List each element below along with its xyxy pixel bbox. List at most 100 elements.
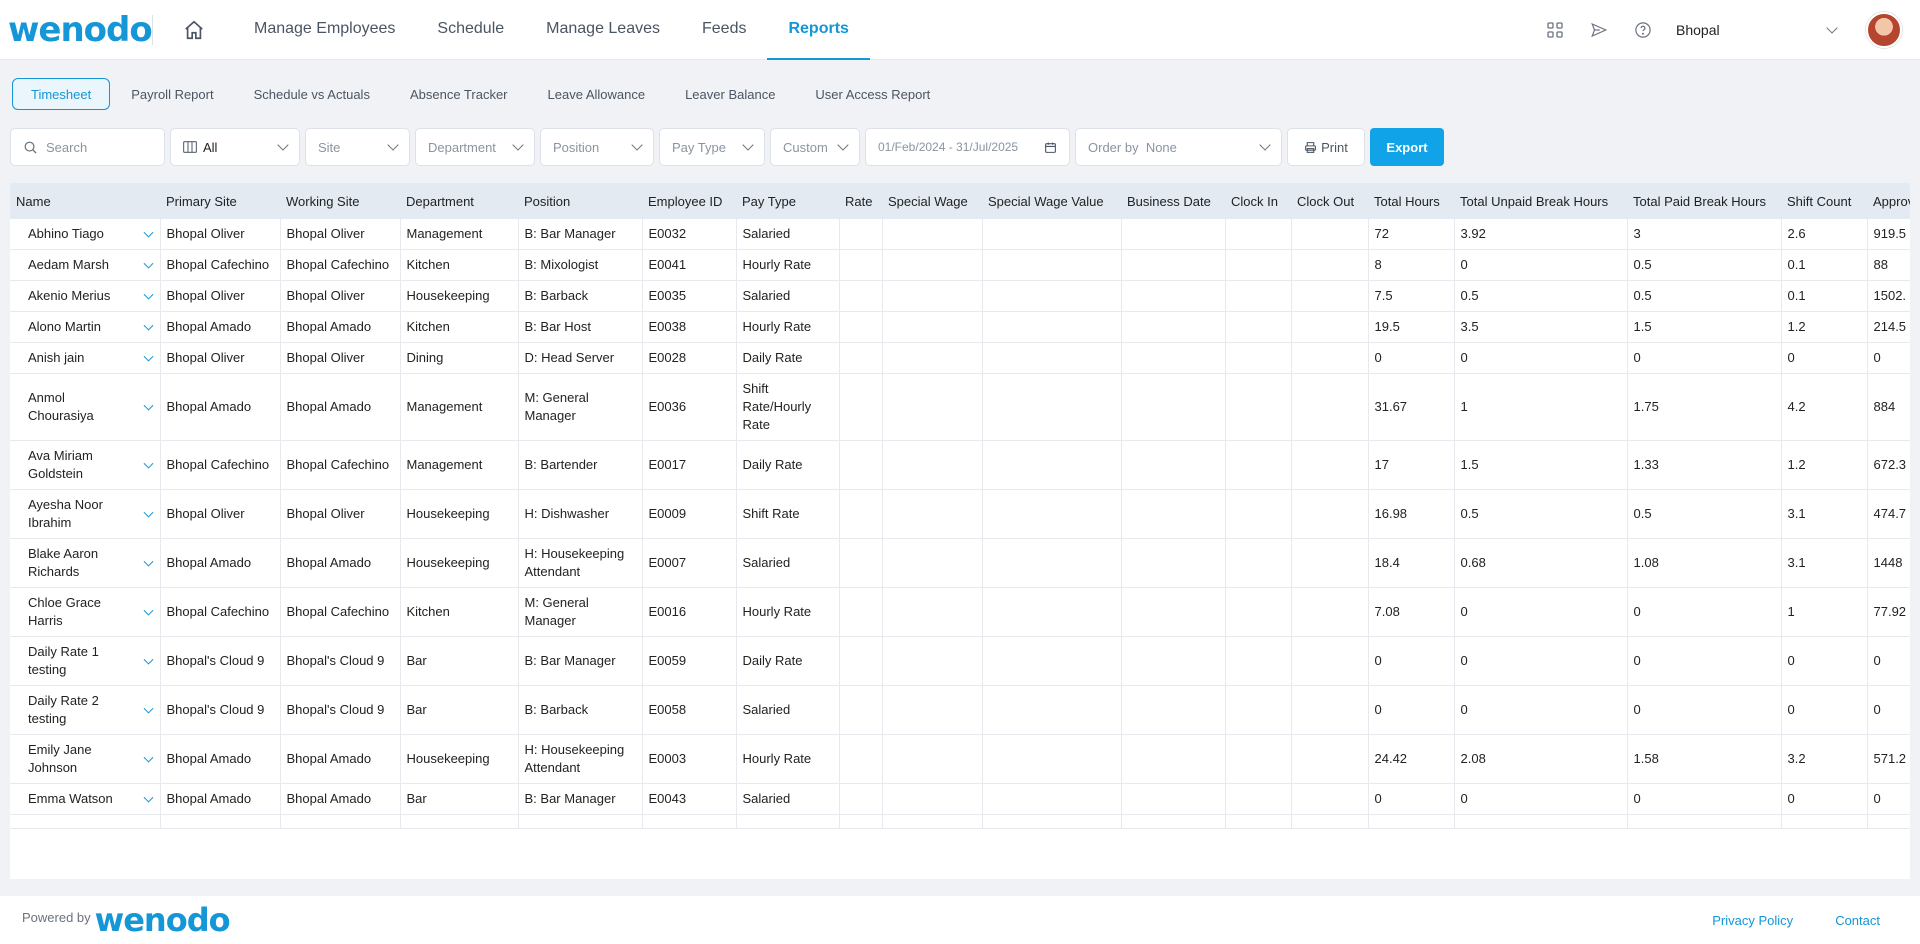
- table-cell: 3.1: [1781, 489, 1868, 539]
- column-header[interactable]: Department: [400, 183, 518, 219]
- table-cell: Bhopal Amado: [160, 373, 281, 441]
- table-cell: [839, 685, 883, 735]
- table-cell: 0: [1454, 636, 1628, 686]
- range-select[interactable]: Custom: [770, 128, 860, 166]
- date-range-value: 01/Feb/2024 - 31/Jul/2025: [878, 140, 1019, 154]
- table-cell: 2.6: [1781, 219, 1868, 250]
- table-cell: B: Barback: [518, 280, 643, 312]
- employee-name-cell: Emma Watson: [10, 783, 161, 815]
- wenodo-logo[interactable]: wenodo: [0, 10, 153, 50]
- table-row[interactable]: Aedam Marsh Bhopal Cafechino Bhopal Cafech…: [10, 249, 1910, 281]
- table-cell: Bhopal Oliver: [160, 342, 281, 374]
- column-header[interactable]: Employee ID: [642, 183, 736, 219]
- table-cell: 0.68: [1454, 538, 1628, 588]
- table-cell: Management: [400, 373, 519, 441]
- apps-grid-icon[interactable]: [1544, 19, 1566, 41]
- location-value: Bhopal: [1676, 22, 1720, 38]
- table-cell: 474.7: [1867, 489, 1910, 539]
- table-row[interactable]: Akenio Merius Bhopal Oliver Bhopal Oliver H…: [10, 280, 1910, 312]
- column-header[interactable]: Special Wage: [882, 183, 982, 219]
- export-button[interactable]: Export: [1370, 128, 1444, 166]
- table-row[interactable]: Emma Watson Bhopal Amado Bhopal Amado Bar B:…: [10, 783, 1910, 815]
- table-cell: Bhopal Oliver: [160, 219, 281, 250]
- home-icon[interactable]: [181, 17, 207, 43]
- column-header[interactable]: Special Wage Value: [982, 183, 1121, 219]
- nav-reports[interactable]: Reports: [767, 0, 870, 60]
- table-cell: B: Bar Manager: [518, 636, 643, 686]
- timesheet-table[interactable]: Name Primary Site Working Site Department Po…: [10, 183, 1910, 879]
- tab-leave-allowance[interactable]: Leave Allowance: [547, 86, 646, 102]
- column-header[interactable]: Total Hours: [1368, 183, 1454, 219]
- table-cell: [1225, 342, 1292, 374]
- table-cell: Hourly Rate: [736, 311, 840, 343]
- department-placeholder: Department: [428, 139, 496, 155]
- send-icon[interactable]: [1588, 19, 1610, 41]
- date-range-picker[interactable]: 01/Feb/2024 - 31/Jul/2025: [865, 128, 1070, 166]
- table-row[interactable]: Abhino Tiago Bhopal Oliver Bhopal Oliver Ma…: [10, 219, 1910, 250]
- table-cell: 0: [1781, 342, 1868, 374]
- tab-payroll-report[interactable]: Payroll Report: [131, 86, 214, 102]
- print-label: Print: [1321, 139, 1348, 155]
- privacy-policy-link[interactable]: Privacy Policy: [1712, 912, 1794, 928]
- column-header[interactable]: Primary Site: [160, 183, 280, 219]
- table-row[interactable]: [10, 814, 1910, 829]
- nav-feeds[interactable]: Feeds: [702, 19, 747, 37]
- nav-schedule[interactable]: Schedule: [437, 19, 505, 37]
- tab-timesheet[interactable]: Timesheet: [12, 78, 111, 110]
- table-cell: [882, 249, 983, 281]
- table-row[interactable]: Emily Jane Johnson Bhopal Amado Bhopal Ama…: [10, 734, 1910, 784]
- nav-manage-leaves[interactable]: Manage Leaves: [546, 19, 660, 37]
- print-button[interactable]: Print: [1287, 128, 1365, 166]
- tab-user-access-report[interactable]: User Access Report: [815, 86, 931, 102]
- column-header[interactable]: Rate: [839, 183, 882, 219]
- position-select[interactable]: Position: [540, 128, 654, 166]
- site-select[interactable]: Site: [305, 128, 410, 166]
- table-cell: [1291, 538, 1369, 588]
- tab-leaver-balance[interactable]: Leaver Balance: [685, 86, 776, 102]
- table-row[interactable]: Ayesha Noor Ibrahim Bhopal Oliver Bhopal O…: [10, 489, 1910, 539]
- table-cell: 214.5: [1867, 311, 1910, 343]
- table-row[interactable]: Anmol Chourasiya Bhopal Amado Bhopal Amado…: [10, 373, 1910, 441]
- table-cell: B: Bar Host: [518, 311, 643, 343]
- table-cell: Bhopal Oliver: [280, 280, 401, 312]
- column-header[interactable]: Clock In: [1225, 183, 1291, 219]
- table-row[interactable]: Chloe Grace Harris Bhopal Cafechino Bhopal…: [10, 587, 1910, 637]
- table-row[interactable]: Blake Aaron Richards Bhopal Amado Bhopal A…: [10, 538, 1910, 588]
- column-header[interactable]: Position: [518, 183, 642, 219]
- table-row[interactable]: Ava Miriam Goldstein Bhopal Cafechino Bhop…: [10, 440, 1910, 490]
- column-header[interactable]: Business Date: [1121, 183, 1225, 219]
- column-header[interactable]: Total Unpaid Break Hours: [1454, 183, 1627, 219]
- column-header[interactable]: Approved Hours: [1867, 183, 1910, 219]
- help-icon[interactable]: [1632, 19, 1654, 41]
- pay-type-select[interactable]: Pay Type: [659, 128, 765, 166]
- column-header[interactable]: Clock Out: [1291, 183, 1368, 219]
- order-by-select[interactable]: Order by None: [1075, 128, 1282, 166]
- table-cell: [839, 734, 883, 784]
- search-input[interactable]: Search: [10, 128, 165, 166]
- column-header[interactable]: Pay Type: [736, 183, 839, 219]
- contact-link[interactable]: Contact: [1835, 912, 1880, 928]
- table-cell: 0: [1781, 636, 1868, 686]
- department-select[interactable]: Department: [415, 128, 535, 166]
- employee-name: Blake Aaron Richards: [28, 546, 99, 579]
- table-row[interactable]: Anish jain Bhopal Oliver Bhopal Oliver Dini…: [10, 342, 1910, 374]
- table-row[interactable]: Daily Rate 2 testing Bhopal's Cloud 9 Bhop…: [10, 685, 1910, 735]
- tab-schedule-vs-actuals[interactable]: Schedule vs Actuals: [253, 86, 370, 102]
- table-row[interactable]: Daily Rate 1 testing Bhopal's Cloud 9 Bhop…: [10, 636, 1910, 686]
- location-select[interactable]: Bhopal: [1676, 14, 1838, 46]
- nav-manage-employees[interactable]: Manage Employees: [254, 19, 396, 37]
- table-cell: 0: [1781, 783, 1868, 815]
- tab-absence-tracker[interactable]: Absence Tracker: [409, 86, 508, 102]
- avatar[interactable]: [1866, 12, 1902, 48]
- view-select[interactable]: All: [170, 128, 300, 166]
- table-cell: 1448: [1867, 538, 1910, 588]
- table-row[interactable]: Alono Martin Bhopal Amado Bhopal Amado Kitc…: [10, 311, 1910, 343]
- column-header[interactable]: Working Site: [280, 183, 400, 219]
- table-cell: E0016: [642, 587, 737, 637]
- column-header[interactable]: Total Paid Break Hours: [1627, 183, 1781, 219]
- employee-name: Ayesha Noor Ibrahim: [28, 497, 103, 530]
- column-header[interactable]: Name: [10, 183, 160, 219]
- column-header[interactable]: Shift Count: [1781, 183, 1867, 219]
- table-cell: 77.92: [1867, 587, 1910, 637]
- table-cell: Housekeeping: [400, 280, 519, 312]
